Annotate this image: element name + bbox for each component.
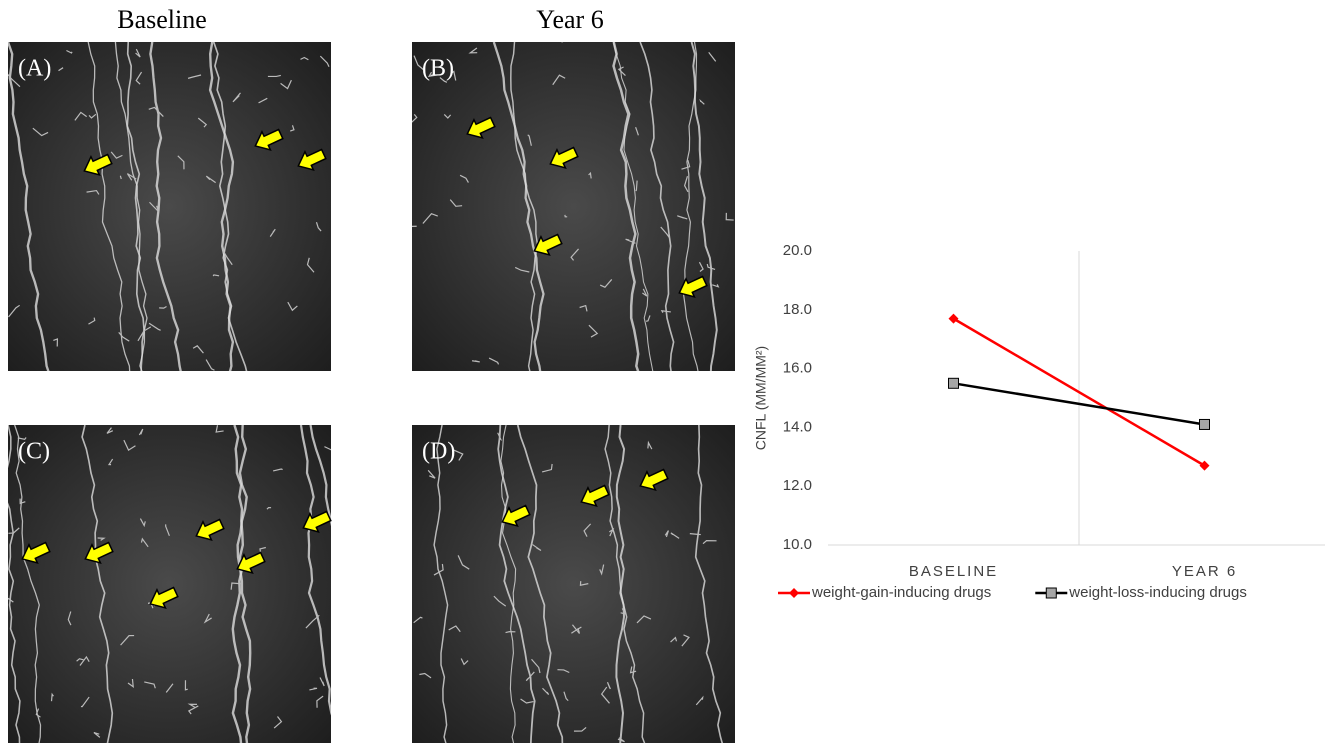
column-title: Baseline: [117, 5, 207, 34]
x-tick-label: YEAR 6: [1172, 563, 1237, 580]
y-tick-label: 16.0: [783, 360, 812, 377]
x-tick-label: BASELINE: [909, 563, 998, 580]
panel-label: (D): [422, 439, 455, 465]
image-background: [8, 425, 331, 743]
micrograph: (C): [5, 425, 352, 743]
page: {"column_titles": ["Baseline", "Year 6"]…: [0, 0, 1325, 743]
data-point: [1200, 419, 1210, 429]
panel-label: (B): [422, 56, 454, 82]
y-tick-label: 18.0: [783, 301, 812, 318]
y-tick-label: 14.0: [783, 418, 812, 435]
figure: Baseline Year 6 (A) (B) (C) (D) CNFL (MM/MM²…: [0, 0, 1325, 743]
data-point: [949, 378, 959, 388]
y-axis-label: CNFL (MM/MM²): [753, 346, 769, 450]
legend-label: weight-gain-inducing drugs: [811, 584, 991, 601]
legend-marker: [1046, 588, 1056, 598]
data-point: [1200, 461, 1210, 471]
image-background: [8, 42, 331, 371]
panel-label: (C): [18, 439, 50, 465]
panel-label: (A): [18, 56, 51, 82]
legend-marker: [789, 588, 799, 598]
image-background: [412, 42, 735, 371]
y-tick-label: 10.0: [783, 536, 812, 553]
micrograph: (D): [412, 425, 735, 743]
legend-label: weight-loss-inducing drugs: [1068, 584, 1247, 601]
nerve-branch: [549, 34, 563, 42]
y-tick-label: 12.0: [783, 477, 812, 494]
image-background: [412, 425, 735, 743]
micrograph: (B): [407, 34, 735, 378]
micrograph: (A): [6, 42, 331, 378]
y-tick-label: 20.0: [783, 242, 812, 259]
data-point: [949, 314, 959, 324]
column-title: Year 6: [536, 5, 603, 34]
